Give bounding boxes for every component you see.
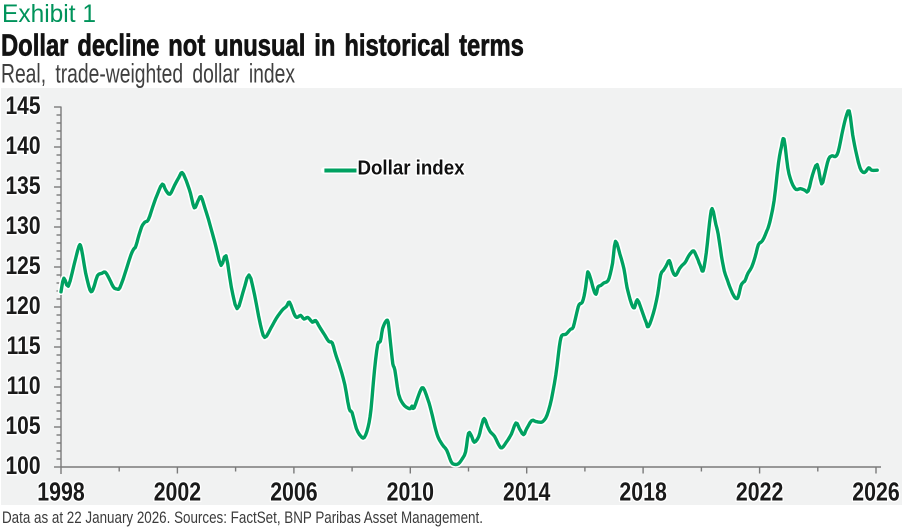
svg-text:145: 145 xyxy=(5,91,40,119)
svg-text:130: 130 xyxy=(5,211,40,239)
svg-text:Real, trade-weighted dollar in: Real, trade-weighted dollar index xyxy=(1,58,295,88)
svg-text:2014: 2014 xyxy=(503,477,551,507)
svg-text:2022: 2022 xyxy=(736,477,783,507)
svg-text:2010: 2010 xyxy=(387,477,434,507)
svg-text:2018: 2018 xyxy=(619,477,666,507)
svg-text:2006: 2006 xyxy=(270,477,317,507)
svg-text:110: 110 xyxy=(7,371,41,399)
svg-text:105: 105 xyxy=(5,411,40,439)
svg-text:2002: 2002 xyxy=(154,477,201,507)
svg-text:120: 120 xyxy=(5,291,40,319)
svg-text:100: 100 xyxy=(5,451,40,479)
svg-text:Exhibit 1: Exhibit 1 xyxy=(2,1,96,28)
svg-text:2026: 2026 xyxy=(852,477,899,507)
svg-text:135: 135 xyxy=(5,171,40,199)
svg-text:Dollar index: Dollar index xyxy=(358,157,465,180)
svg-text:140: 140 xyxy=(5,131,40,159)
svg-text:125: 125 xyxy=(5,251,40,279)
svg-text:Data as at 22 January 2026. So: Data as at 22 January 2026. Sources: Fac… xyxy=(2,509,483,528)
svg-text:115: 115 xyxy=(7,331,41,359)
svg-text:Dollar decline not unusual in: Dollar decline not unusual in historical… xyxy=(1,27,524,62)
svg-text:1998: 1998 xyxy=(37,477,84,507)
